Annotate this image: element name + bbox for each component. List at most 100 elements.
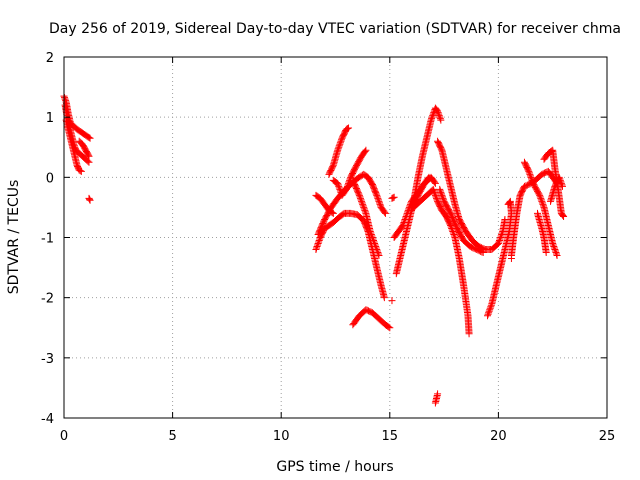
x-tick-label: 20 bbox=[490, 429, 507, 444]
data-point bbox=[528, 175, 536, 183]
data-point bbox=[527, 173, 535, 181]
data-point bbox=[431, 190, 439, 198]
y-tick-label: -3 bbox=[41, 352, 54, 367]
data-point bbox=[437, 190, 445, 198]
data-point bbox=[360, 203, 368, 211]
data-point bbox=[428, 113, 436, 121]
data-points bbox=[60, 92, 568, 407]
data-point bbox=[495, 237, 503, 245]
data-point bbox=[84, 157, 92, 165]
data-point bbox=[553, 252, 561, 260]
data-point bbox=[528, 176, 536, 184]
data-point bbox=[375, 252, 383, 260]
data-point bbox=[529, 178, 537, 186]
data-point bbox=[536, 193, 544, 201]
y-tick-label: -4 bbox=[41, 412, 54, 427]
chart-title: Day 256 of 2019, Sidereal Day-to-day VTE… bbox=[49, 21, 621, 37]
data-point bbox=[315, 238, 323, 246]
data-point bbox=[61, 95, 69, 103]
data-point bbox=[368, 232, 376, 240]
data-point bbox=[550, 244, 558, 252]
data-point bbox=[430, 188, 438, 196]
data-point bbox=[373, 246, 381, 254]
data-point bbox=[430, 187, 438, 195]
data-point bbox=[374, 194, 382, 202]
data-point bbox=[85, 158, 93, 166]
data-point bbox=[373, 247, 381, 255]
data-point bbox=[484, 312, 492, 320]
data-point bbox=[375, 197, 383, 205]
data-point bbox=[431, 179, 439, 187]
data-point bbox=[329, 209, 337, 217]
data-point bbox=[537, 196, 545, 204]
data-point bbox=[485, 309, 493, 317]
data-point bbox=[431, 191, 439, 199]
data-point bbox=[85, 133, 93, 141]
data-point bbox=[520, 182, 528, 190]
data-point bbox=[486, 304, 494, 312]
data-point bbox=[436, 113, 444, 121]
data-point bbox=[551, 246, 559, 254]
data-point bbox=[536, 191, 544, 199]
data-point bbox=[435, 112, 443, 120]
data-point bbox=[429, 112, 437, 120]
data-point bbox=[486, 306, 494, 314]
data-point bbox=[522, 182, 530, 190]
data-point bbox=[485, 307, 493, 315]
data-point bbox=[366, 227, 374, 235]
data-point bbox=[315, 237, 323, 245]
data-point bbox=[526, 170, 534, 178]
data-point bbox=[335, 182, 343, 190]
data-point bbox=[337, 137, 345, 145]
data-point bbox=[361, 147, 369, 155]
data-point bbox=[552, 249, 560, 257]
data-point bbox=[538, 199, 546, 207]
data-point bbox=[371, 241, 379, 249]
data-point bbox=[370, 237, 378, 245]
data-point bbox=[385, 323, 393, 331]
data-point bbox=[504, 200, 512, 208]
data-point bbox=[558, 182, 566, 190]
data-point bbox=[525, 167, 533, 175]
y-tick-label: 2 bbox=[46, 51, 54, 66]
data-point bbox=[312, 244, 320, 252]
data-point bbox=[434, 390, 442, 398]
data-point bbox=[487, 303, 495, 311]
data-point bbox=[388, 297, 396, 305]
data-point bbox=[373, 191, 381, 199]
data-point bbox=[360, 205, 368, 213]
data-point bbox=[435, 110, 443, 118]
data-point bbox=[371, 240, 379, 248]
data-point bbox=[558, 181, 566, 189]
data-point bbox=[376, 200, 384, 208]
data-point bbox=[557, 178, 565, 186]
grid-lines bbox=[64, 57, 607, 418]
data-point bbox=[335, 184, 343, 192]
data-point bbox=[343, 125, 351, 133]
data-point bbox=[358, 199, 366, 207]
data-point bbox=[370, 238, 378, 246]
data-point bbox=[549, 240, 557, 248]
data-point bbox=[495, 238, 503, 246]
data-point bbox=[539, 200, 547, 208]
data-point bbox=[380, 294, 388, 302]
data-point bbox=[84, 151, 92, 159]
data-point bbox=[62, 97, 70, 105]
x-tick-label: 15 bbox=[382, 429, 399, 444]
data-point bbox=[369, 235, 377, 243]
data-point bbox=[359, 200, 367, 208]
data-point bbox=[359, 202, 367, 210]
data-point bbox=[432, 194, 440, 202]
data-point bbox=[542, 249, 550, 257]
x-tick-label: 25 bbox=[599, 429, 616, 444]
data-point bbox=[367, 230, 375, 238]
x-tick-label: 0 bbox=[60, 429, 68, 444]
data-point bbox=[386, 324, 394, 332]
data-point bbox=[334, 146, 342, 154]
data-point bbox=[334, 145, 342, 153]
data-point bbox=[336, 139, 344, 147]
data-point bbox=[372, 244, 380, 252]
data-point bbox=[438, 193, 446, 201]
data-point bbox=[358, 197, 366, 205]
data-point bbox=[478, 248, 486, 256]
